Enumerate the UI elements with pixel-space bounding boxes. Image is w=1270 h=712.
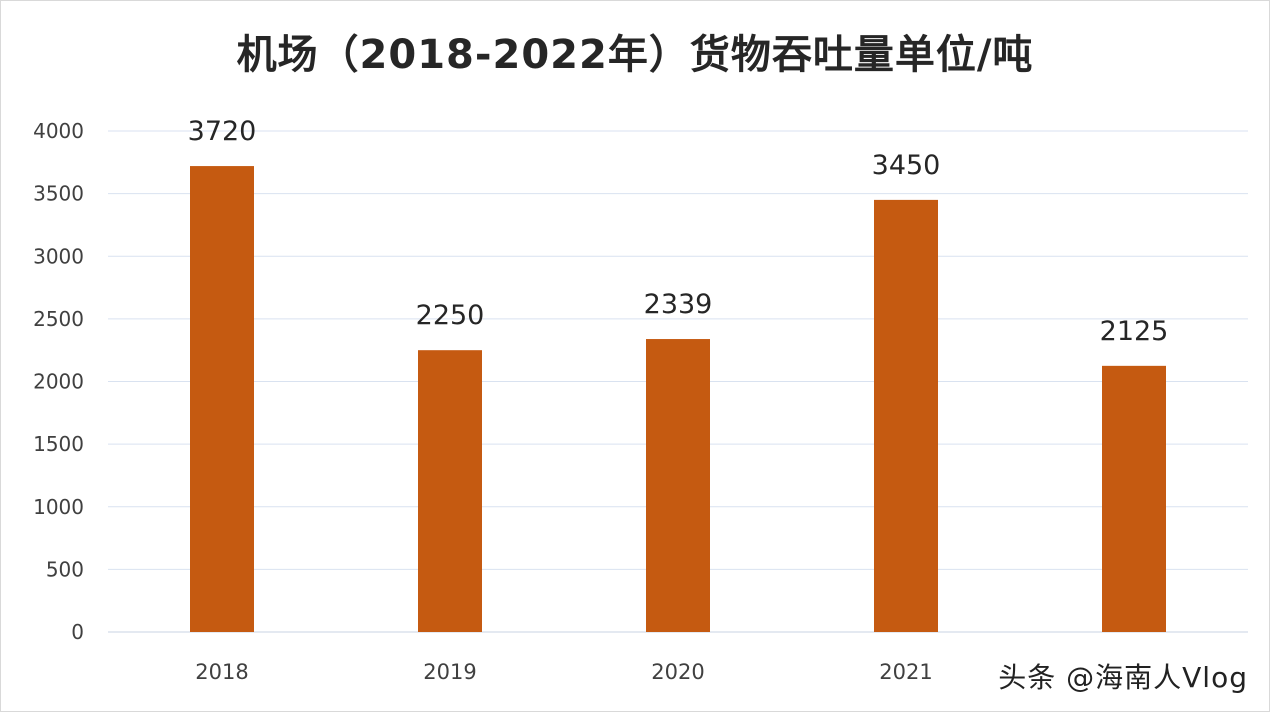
y-tick-label: 2000 [33, 370, 84, 394]
bar [646, 339, 710, 632]
x-tick-label: 2020 [651, 660, 704, 684]
data-label: 2339 [644, 289, 713, 320]
y-tick-label: 0 [71, 620, 84, 644]
y-tick-label: 2500 [33, 307, 84, 331]
chart-title: 机场（2018-2022年）货物吞吐量单位/吨 [236, 32, 1034, 78]
y-tick-label: 3000 [33, 244, 84, 268]
data-label: 2125 [1100, 316, 1169, 347]
x-tick-label: 2019 [423, 660, 476, 684]
y-tick-label: 1500 [33, 432, 84, 456]
bar [418, 350, 482, 632]
data-label: 2250 [416, 300, 485, 331]
y-tick-label: 4000 [33, 119, 84, 143]
x-tick-label: 2021 [879, 660, 932, 684]
bar [190, 166, 254, 632]
y-tick-label: 500 [46, 557, 84, 581]
bar [1102, 365, 1166, 632]
data-label: 3720 [188, 116, 257, 147]
y-tick-label: 1000 [33, 495, 84, 519]
bar [874, 199, 938, 632]
x-tick-label: 2018 [195, 660, 248, 684]
data-label: 3450 [872, 150, 941, 181]
watermark: 头条 @海南人Vlog [998, 661, 1248, 694]
y-tick-label: 3500 [33, 182, 84, 206]
